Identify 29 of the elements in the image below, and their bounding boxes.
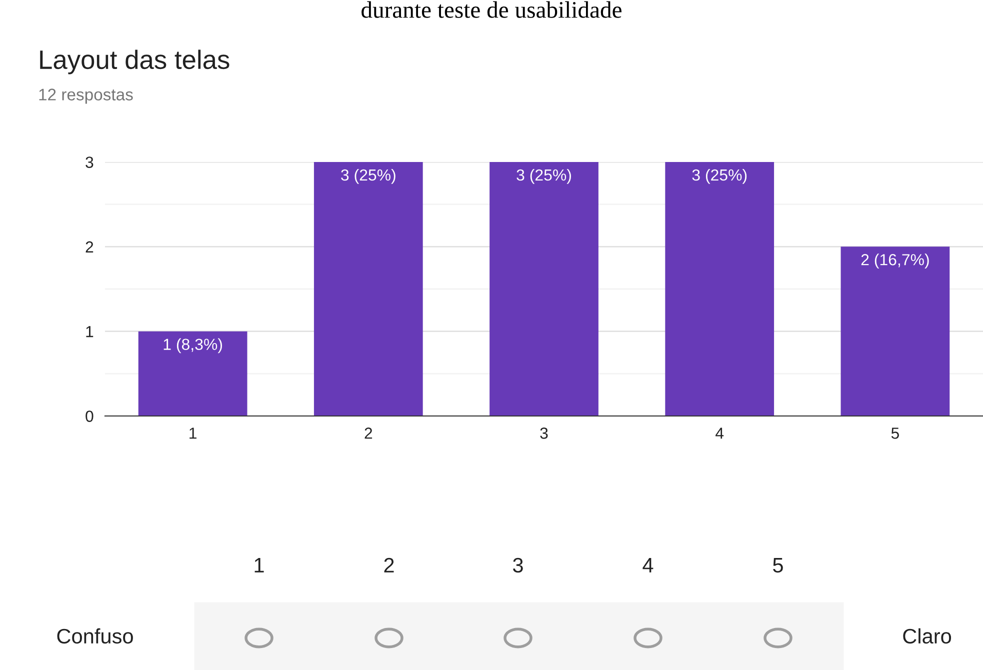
text: 1 xyxy=(254,558,264,572)
text: 4 xyxy=(642,558,654,572)
y-tick-label: 2 xyxy=(86,241,94,252)
data-label: 1 (8,3%) xyxy=(164,338,222,354)
chart-title: Layout das telas xyxy=(40,50,230,74)
data-label: 3 (25%) xyxy=(692,168,747,184)
text: Claro xyxy=(903,628,952,644)
text: 2 xyxy=(384,558,394,572)
bar xyxy=(314,162,423,416)
x-tick-label: 2 xyxy=(364,428,372,439)
y-tick-label: 3 xyxy=(86,156,94,168)
text: durante teste de usabilidade xyxy=(362,1,622,18)
y-tick-label: 0 xyxy=(86,410,94,422)
y-tick-label: 1 xyxy=(86,326,94,338)
data-label: 3 (25%) xyxy=(341,168,396,184)
text: Confuso xyxy=(57,628,133,644)
x-tick-label: 1 xyxy=(190,428,196,439)
bar xyxy=(840,246,950,416)
x-tick-label: 4 xyxy=(716,428,724,439)
bar xyxy=(138,331,248,416)
data-label: 2 (16,7%) xyxy=(861,254,929,268)
data-label: 3 (25%) xyxy=(516,168,571,184)
text: 5 xyxy=(773,558,783,573)
x-tick-label: 3 xyxy=(540,428,548,439)
x-tick-label: 5 xyxy=(891,428,899,439)
bar xyxy=(665,162,774,416)
text: 3 xyxy=(513,558,523,573)
bar xyxy=(490,162,598,416)
chart-subtitle: 12 respostas xyxy=(39,88,133,104)
